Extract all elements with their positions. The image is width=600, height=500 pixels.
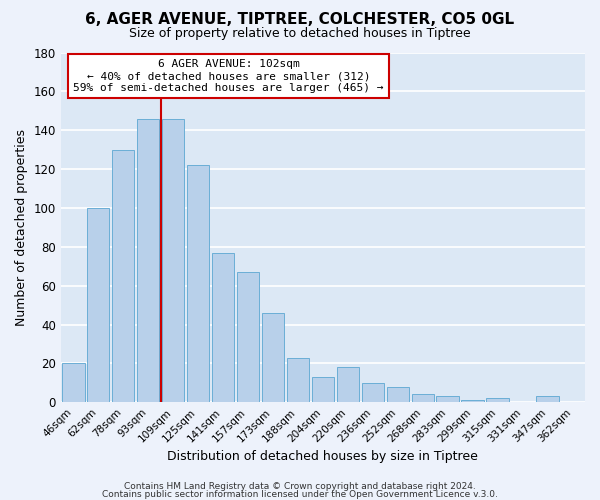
Bar xyxy=(287,358,309,402)
Text: 6 AGER AVENUE: 102sqm
← 40% of detached houses are smaller (312)
59% of semi-det: 6 AGER AVENUE: 102sqm ← 40% of detached … xyxy=(73,60,384,92)
Bar xyxy=(187,165,209,402)
Bar xyxy=(137,118,160,402)
Bar xyxy=(87,208,109,402)
Text: Contains public sector information licensed under the Open Government Licence v.: Contains public sector information licen… xyxy=(102,490,498,499)
Bar xyxy=(237,272,259,402)
Y-axis label: Number of detached properties: Number of detached properties xyxy=(15,129,28,326)
Bar xyxy=(337,368,359,402)
Bar xyxy=(536,396,559,402)
Bar xyxy=(262,313,284,402)
Bar xyxy=(112,150,134,402)
Bar xyxy=(436,396,459,402)
Bar xyxy=(412,394,434,402)
Text: Contains HM Land Registry data © Crown copyright and database right 2024.: Contains HM Land Registry data © Crown c… xyxy=(124,482,476,491)
Bar xyxy=(386,386,409,402)
Bar xyxy=(212,252,234,402)
Bar xyxy=(62,364,85,402)
Text: Size of property relative to detached houses in Tiptree: Size of property relative to detached ho… xyxy=(129,28,471,40)
Bar xyxy=(311,377,334,402)
Bar xyxy=(461,400,484,402)
X-axis label: Distribution of detached houses by size in Tiptree: Distribution of detached houses by size … xyxy=(167,450,478,462)
Bar xyxy=(362,383,384,402)
Bar xyxy=(487,398,509,402)
Bar xyxy=(162,118,184,402)
Text: 6, AGER AVENUE, TIPTREE, COLCHESTER, CO5 0GL: 6, AGER AVENUE, TIPTREE, COLCHESTER, CO5… xyxy=(85,12,515,28)
